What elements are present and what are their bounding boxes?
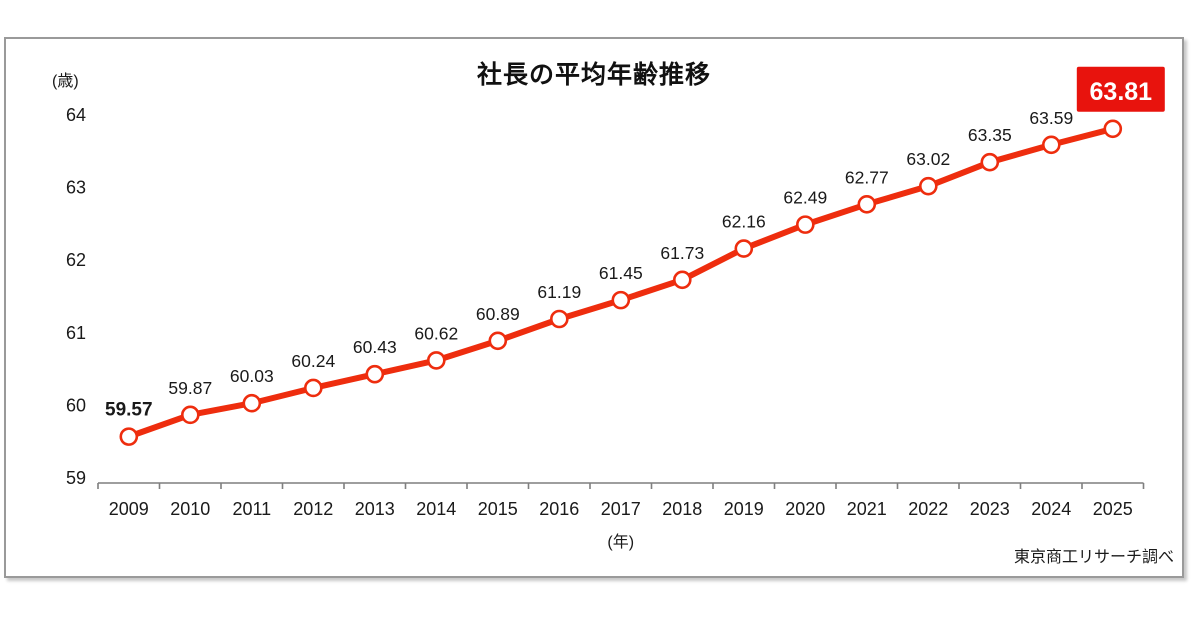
x-axis-tick-label: 2016 <box>539 499 579 519</box>
data-label: 63.35 <box>968 125 1012 145</box>
x-axis-tick-label: 2010 <box>170 499 210 519</box>
x-axis-tick-label: 2015 <box>478 499 518 519</box>
data-label: 62.77 <box>845 167 889 187</box>
x-axis-tick-label: 2018 <box>662 499 702 519</box>
x-axis-unit-label: (年) <box>607 533 634 551</box>
x-axis-tick-label: 2022 <box>908 499 948 519</box>
data-point-marker <box>1103 119 1123 139</box>
data-label-highlight: 63.81 <box>1090 78 1153 106</box>
y-axis-tick-label: 59 <box>66 468 86 488</box>
data-point-marker <box>918 176 938 196</box>
line-chart-svg: 59 60 61 62 63 64 2009 2010 2011 2012 2013 2014 2015… <box>66 66 1165 551</box>
x-axis-tick-label: 2020 <box>785 499 825 519</box>
x-axis-tick-label: 2019 <box>724 499 764 519</box>
data-label: 63.02 <box>906 149 950 169</box>
data-label: 60.24 <box>291 351 335 371</box>
data-label: 61.73 <box>660 243 704 263</box>
data-point-marker <box>611 290 631 310</box>
x-axis-tick-label: 2021 <box>847 499 887 519</box>
data-point-marker <box>426 351 446 370</box>
x-axis-tick-label: 2017 <box>601 499 641 519</box>
data-point-marker <box>672 270 692 290</box>
y-axis-tick-label: 63 <box>66 178 86 198</box>
data-point-marker <box>857 194 877 214</box>
data-label: 59.87 <box>168 378 212 398</box>
data-label: 62.49 <box>783 188 827 208</box>
source-credit: 東京商工リサーチ調べ <box>1013 549 1174 566</box>
x-axis-tick-label: 2014 <box>416 499 456 519</box>
data-label: 60.62 <box>414 323 458 343</box>
data-point-marker <box>1042 135 1061 155</box>
data-point-marker <box>734 239 754 258</box>
data-point-marker <box>795 215 815 234</box>
y-axis-tick-label: 64 <box>66 105 86 125</box>
data-label: 63.59 <box>1029 108 1073 128</box>
data-label: 62.16 <box>722 212 766 232</box>
data-point-marker <box>980 152 1000 172</box>
x-axis-tick-label: 2012 <box>293 499 333 519</box>
x-axis-tick-label: 2011 <box>232 499 271 519</box>
x-axis-tick-label: 2024 <box>1031 499 1071 519</box>
data-point-marker <box>181 405 200 425</box>
highlight-label-box <box>1076 66 1165 112</box>
data-point-marker <box>549 309 569 329</box>
data-label: 60.03 <box>230 366 274 386</box>
data-label: 59.57 <box>105 400 153 421</box>
data-label: 61.45 <box>599 263 643 283</box>
x-axis-tick-label: 2025 <box>1093 499 1133 519</box>
data-point-marker <box>119 427 139 446</box>
chart-title: 社長の平均年齢推移 <box>476 61 711 89</box>
data-point-marker <box>488 331 508 351</box>
x-axis-tick-label: 2023 <box>970 499 1010 519</box>
data-label: 60.89 <box>476 304 520 324</box>
y-axis-unit-label: (歳) <box>52 73 79 90</box>
data-point-marker <box>303 378 323 398</box>
data-point-marker <box>365 364 385 384</box>
data-point-marker <box>242 393 262 413</box>
x-axis-tick-label: 2013 <box>355 499 395 519</box>
chart-frame: 社長の平均年齢推移 (歳) 59 60 61 62 63 64 2009 2010 2011 20… <box>4 37 1184 578</box>
data-label: 60.43 <box>353 337 397 357</box>
y-axis-tick-label: 62 <box>66 250 86 270</box>
y-axis-tick-label: 60 <box>66 395 86 415</box>
y-axis-tick-label: 61 <box>66 323 86 343</box>
data-label: 61.19 <box>537 282 581 302</box>
x-axis-tick-label: 2009 <box>109 499 149 519</box>
